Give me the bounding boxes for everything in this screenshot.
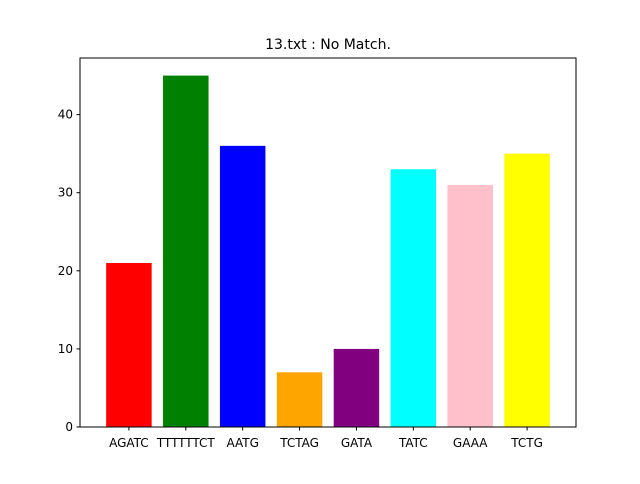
x-tick-label-tatc: TATC bbox=[398, 436, 428, 450]
ticks-layer: 0 10 20 30 40 AGATC TTTTTTCT AATG TCTAG GATA TATC G… bbox=[58, 108, 543, 450]
x-tick-label-tctag: TCTAG bbox=[279, 436, 319, 450]
x-tick-label-tctg: TCTG bbox=[510, 436, 543, 450]
bars-layer bbox=[106, 75, 550, 428]
y-tick-label: 10 bbox=[58, 342, 73, 356]
bar-gaaa bbox=[447, 184, 493, 427]
plot-frame bbox=[79, 57, 577, 428]
axes-layer bbox=[79, 57, 577, 428]
chart-title: 13.txt : No Match. bbox=[265, 37, 391, 53]
y-tick-label: 0 bbox=[65, 420, 73, 434]
bar-aatg bbox=[219, 145, 266, 427]
bar-tctag bbox=[276, 372, 323, 427]
bar-agatc bbox=[106, 263, 152, 427]
y-tick-label: 30 bbox=[58, 186, 73, 200]
bar-tctg bbox=[504, 153, 550, 427]
y-tick-label: 20 bbox=[58, 264, 73, 278]
bar-tatc bbox=[390, 169, 437, 428]
bar-ttttttct bbox=[163, 75, 209, 428]
x-tick-label-gaaa: GAAA bbox=[453, 436, 488, 450]
bar-gata bbox=[333, 348, 380, 427]
x-tick-label-agatc: AGATC bbox=[109, 436, 149, 450]
x-tick-label-aatg: AATG bbox=[226, 436, 258, 450]
y-tick-label: 40 bbox=[58, 108, 73, 122]
x-tick-label-ttttttct: TTTTTTCT bbox=[156, 436, 216, 450]
x-tick-label-gata: GATA bbox=[341, 436, 373, 450]
